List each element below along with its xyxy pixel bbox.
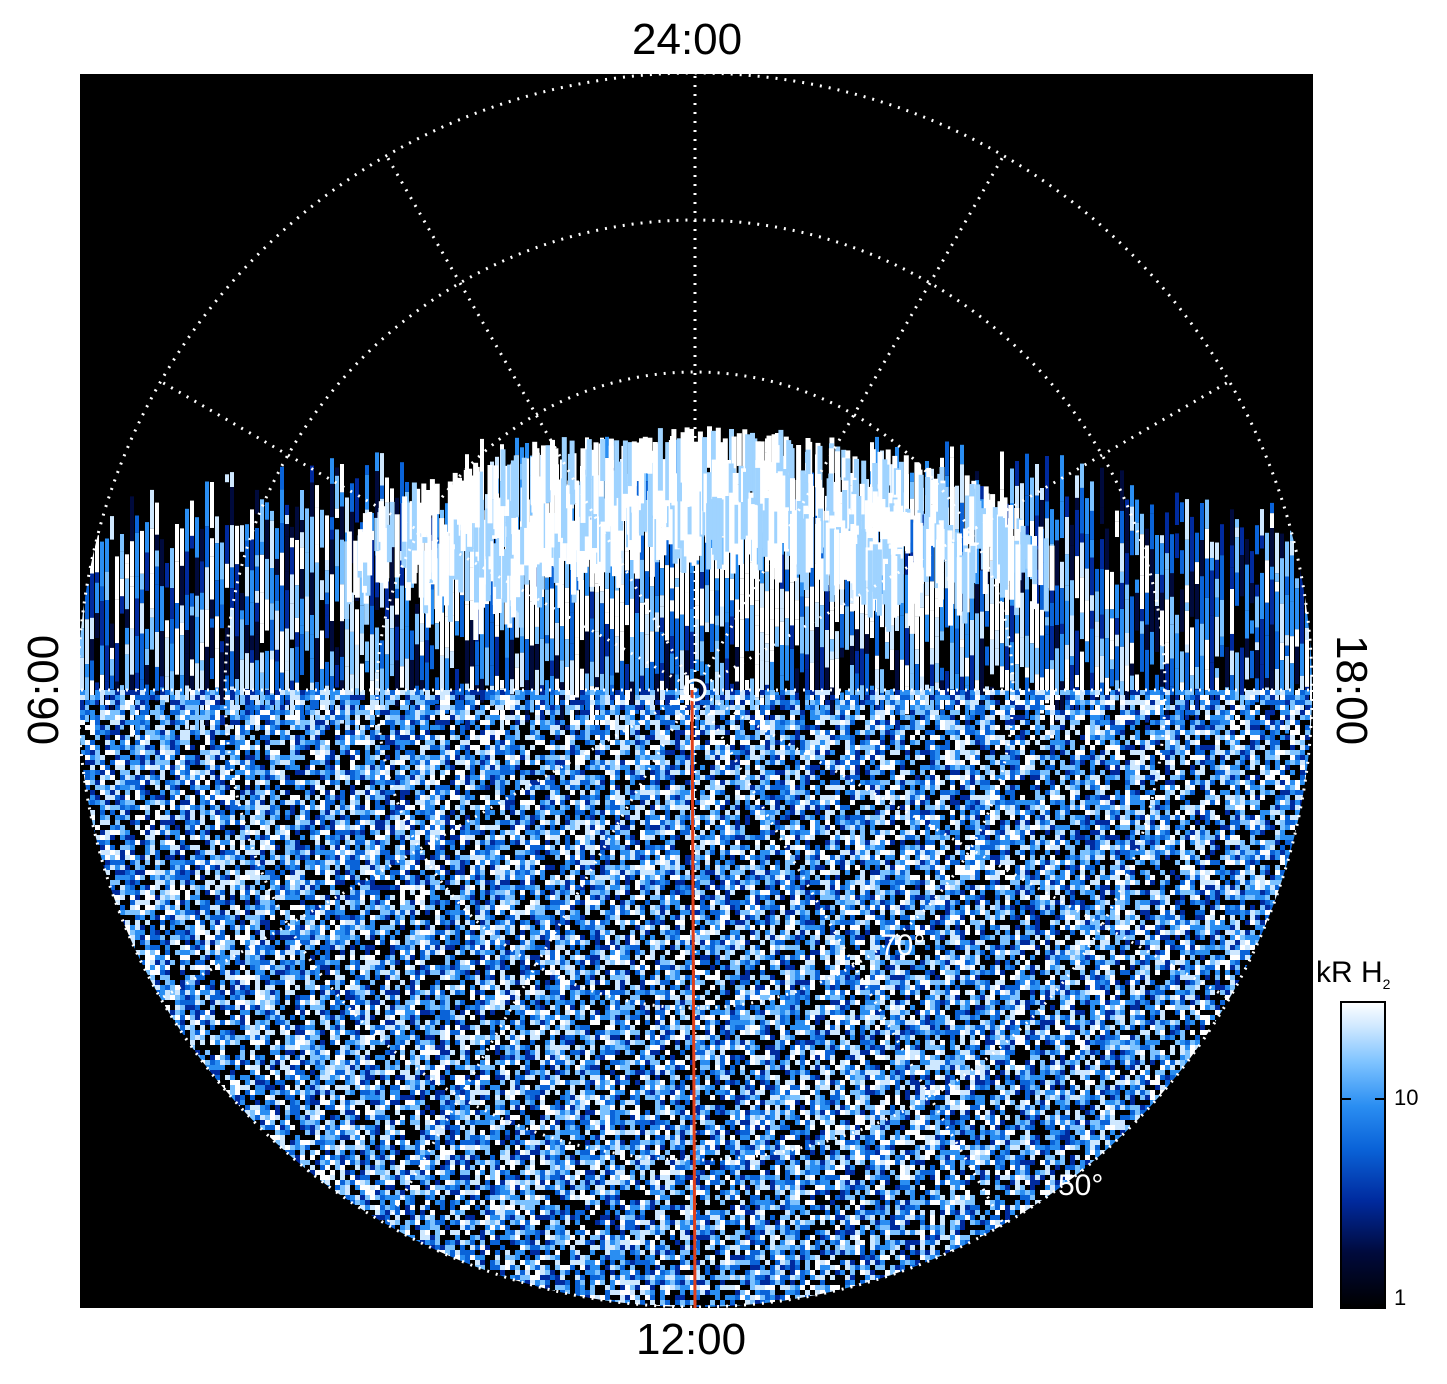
latitude-label-50: 50° bbox=[1058, 1171, 1103, 1201]
colorbar-tick-label: 1 bbox=[1394, 1287, 1406, 1309]
local-time-label-right: 18:00 bbox=[1329, 630, 1373, 750]
colorbar-title: kR H2 bbox=[1316, 958, 1390, 991]
colorbar bbox=[1341, 1002, 1385, 1308]
colorbar-tick-label: 10 bbox=[1394, 1087, 1418, 1109]
local-time-label-bottom: 12:00 bbox=[636, 1318, 746, 1362]
local-time-label-left: 06:00 bbox=[22, 630, 66, 750]
latitude-label-70: 70° bbox=[880, 931, 925, 961]
local-time-label-top: 24:00 bbox=[632, 18, 742, 62]
